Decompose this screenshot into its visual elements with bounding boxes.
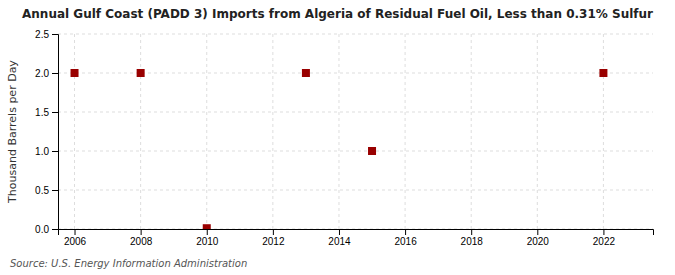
plot: 2006200820102012201420162018202020220.00… (35, 29, 653, 247)
y-axis-title: Thousand Barrels per Day (6, 60, 19, 204)
tick-mark (141, 229, 142, 235)
tick: 2010 (196, 229, 219, 247)
grid-line (140, 34, 141, 229)
point (599, 69, 607, 77)
y-axis: 0.0 0.5 1.0 1.5 2.0 2.5 (35, 29, 58, 235)
tick-label: 2006 (64, 236, 87, 247)
grid-line (58, 73, 653, 74)
grid-line (58, 151, 653, 152)
tick-label: 2010 (196, 236, 219, 247)
grid (58, 34, 653, 229)
tick: 2014 (328, 229, 351, 247)
tick: 2020 (527, 229, 550, 247)
grid-line (58, 190, 653, 191)
tick-mark (603, 229, 604, 235)
tick: 2.0 (35, 68, 58, 79)
x-axis: 2006 2008 2010 2012 2014 2016 2018 2020 2022 (59, 229, 654, 247)
grid-line (74, 34, 75, 229)
tick-label: 2022 (593, 236, 616, 247)
tick-mark (273, 229, 274, 235)
grid-line (471, 34, 472, 229)
tick-mark (405, 229, 406, 235)
tick-label: 0.5 (35, 185, 49, 196)
tick-label: 2008 (130, 236, 153, 247)
point (71, 69, 79, 77)
title: Annual Gulf Coast (PADD 3) Imports from … (22, 7, 653, 21)
tick: 2008 (130, 229, 153, 247)
point (203, 224, 211, 229)
chart: 2006200820102012201420162018202020220.00… (0, 0, 675, 275)
tick-mark (52, 190, 58, 191)
tick-label: 2018 (461, 236, 484, 247)
grid-line (405, 34, 406, 229)
tick-label: 2020 (527, 236, 550, 247)
tick: 1.5 (35, 107, 58, 118)
tick: 2006 (64, 229, 87, 247)
tick-mark (52, 73, 58, 74)
tick-mark (537, 229, 538, 235)
tick-mark (207, 229, 208, 235)
point (368, 147, 376, 155)
tick: 1.0 (35, 146, 58, 157)
tick-mark (471, 229, 472, 235)
grid-line (603, 34, 604, 229)
points (71, 69, 608, 229)
tick: 2018 (461, 229, 484, 247)
grid-line (272, 34, 273, 229)
source: Source: U.S. Energy Information Administ… (10, 258, 247, 269)
axis-line (52, 35, 59, 230)
grid-line (58, 112, 653, 113)
tick: 2012 (262, 229, 285, 247)
grid-line (537, 34, 538, 229)
tick-mark (339, 229, 340, 235)
tick: 0.0 (35, 224, 58, 235)
grid-line (338, 34, 339, 229)
tick: 2022 (593, 229, 616, 247)
axis-line (59, 230, 654, 236)
tick-mark (75, 229, 76, 235)
tick-mark (52, 112, 58, 113)
tick-label: 2.0 (35, 68, 49, 79)
tick-label: 1.0 (35, 146, 49, 157)
point (302, 69, 310, 77)
tick-label: 2014 (328, 236, 351, 247)
point (137, 69, 145, 77)
tick: 0.5 (35, 185, 58, 196)
tick: 2.5 (35, 29, 58, 40)
tick-label: 2012 (262, 236, 285, 247)
tick: 2016 (394, 229, 417, 247)
tick-label: 2016 (394, 236, 417, 247)
tick-mark (52, 229, 58, 230)
tick-mark (52, 151, 58, 152)
tick-label: 1.5 (35, 107, 49, 118)
tick-mark (52, 34, 58, 35)
grid-line (58, 34, 653, 35)
grid-line (206, 34, 207, 229)
tick-label: 2.5 (35, 29, 49, 40)
tick-label: 0.0 (35, 224, 49, 235)
